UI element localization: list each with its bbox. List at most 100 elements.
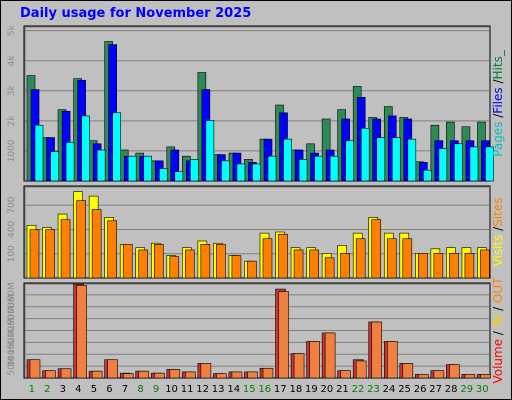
bar-sites-day-14 [231, 255, 242, 279]
bar-sites-day-28 [449, 253, 459, 279]
bar-out-day-13 [216, 373, 227, 379]
bar-pages-day-2 [50, 151, 59, 182]
bar-pages-day-4 [81, 115, 90, 182]
bar-out-day-14 [231, 371, 243, 379]
y-tick-label: 100 [7, 245, 17, 262]
bar-out-day-18 [293, 353, 305, 379]
bar-sites-day-1 [29, 229, 40, 279]
bar-sites-day-5 [91, 209, 102, 279]
x-tick-day-16: 16 [258, 384, 271, 395]
bar-out-day-23 [371, 321, 383, 379]
x-tick-day-18: 18 [289, 384, 302, 395]
bar-sites-day-16 [262, 238, 273, 279]
bar-pages-day-13 [221, 160, 230, 182]
x-tick-day-5: 5 [91, 384, 97, 395]
y-tick-label: 400 [7, 221, 17, 238]
bar-pages-day-12 [205, 120, 215, 182]
x-tick-day-25: 25 [398, 384, 411, 395]
bar-sites-day-12 [200, 244, 211, 279]
legend-part: Pages [491, 122, 505, 157]
bar-sites-day-27 [433, 253, 444, 279]
x-tick-day-30: 30 [476, 384, 489, 395]
bar-pages-day-19 [314, 155, 323, 182]
x-tick-day-28: 28 [445, 384, 458, 395]
bar-pages-day-10 [174, 171, 184, 182]
bar-sites-day-7 [122, 244, 133, 279]
bar-sites-day-8 [138, 249, 149, 279]
bar-sites-day-23 [371, 219, 382, 279]
bar-sites-day-3 [60, 219, 71, 279]
legend-part: _ [491, 49, 505, 57]
bar-out-day-22 [355, 360, 367, 379]
bar-sites-day-18 [293, 249, 304, 279]
bar-pages-day-26 [423, 169, 432, 182]
x-tick-day-12: 12 [196, 384, 209, 395]
legend-part: Volume [491, 339, 505, 384]
bar-out-day-12 [200, 363, 212, 379]
y-tick-label: 50M [7, 357, 17, 376]
bar-pages-day-1 [34, 124, 44, 182]
bar-sites-day-29 [464, 253, 475, 279]
bar-out-day-20 [324, 332, 336, 379]
legend-part: / [491, 113, 505, 122]
x-tick-day-15: 15 [243, 384, 256, 395]
x-tick-day-17: 17 [274, 384, 287, 395]
bar-pages-day-21 [345, 140, 354, 182]
y-tick-label: 250M [7, 306, 17, 331]
y-tick-label: 5k [7, 24, 17, 36]
legend-part: / [491, 79, 505, 88]
y-tick-label: 100M [7, 342, 17, 367]
bar-pages-day-11 [190, 159, 199, 182]
bar-out-day-21 [340, 370, 351, 379]
x-tick-day-9: 9 [153, 384, 159, 395]
y-tick-label: 300M [7, 294, 17, 319]
bar-pages-day-29 [469, 146, 479, 182]
y-tick-label: 200M [7, 318, 17, 343]
bar-out-day-16 [262, 367, 274, 379]
bar-sites-day-20 [324, 257, 335, 279]
bar-out-day-29 [464, 374, 476, 379]
bar-out-day-10 [169, 369, 181, 379]
bar-pages-day-9 [158, 168, 168, 182]
bar-out-day-28 [449, 364, 460, 379]
bar-out-day-17 [278, 291, 289, 379]
x-tick-day-1: 1 [29, 384, 35, 395]
x-tick-day-29: 29 [460, 384, 473, 395]
bar-out-day-11 [185, 371, 196, 379]
legend-part: Visits [491, 235, 505, 267]
legend-part: Sites [491, 198, 505, 227]
bar-pages-day-6 [112, 112, 121, 182]
bar-pages-day-14 [236, 163, 246, 182]
bar-out-day-6 [107, 359, 118, 379]
bar-sites-day-9 [153, 244, 164, 279]
y-tick-label: 4k [7, 54, 17, 66]
x-tick-day-23: 23 [367, 384, 380, 395]
bar-sites-day-19 [309, 249, 319, 279]
x-tick-day-11: 11 [181, 384, 194, 395]
bar-out-day-24 [386, 341, 398, 379]
bar-out-day-26 [418, 374, 429, 379]
bar-out-day-30 [480, 374, 491, 379]
bar-sites-day-13 [216, 244, 226, 279]
panel-middle [23, 185, 491, 279]
bar-out-day-25 [402, 363, 414, 379]
x-tick-day-27: 27 [429, 384, 442, 395]
bar-out-day-9 [153, 372, 165, 379]
x-tick-day-19: 19 [305, 384, 318, 395]
bar-sites-day-24 [386, 238, 397, 279]
bar-out-day-7 [122, 373, 134, 379]
x-tick-day-14: 14 [227, 384, 240, 395]
legend-part: / [491, 327, 505, 339]
bar-out-day-4 [76, 285, 87, 379]
bar-pages-day-3 [65, 141, 75, 182]
bar-pages-day-8 [143, 155, 153, 182]
x-tick-day-3: 3 [60, 384, 66, 395]
x-tick-day-22: 22 [352, 384, 365, 395]
bar-out-day-1 [29, 359, 41, 379]
y-tick-label: 1000 [7, 139, 17, 162]
x-tick-day-8: 8 [137, 384, 143, 395]
bar-pages-day-16 [267, 155, 277, 182]
x-tick-day-6: 6 [106, 384, 112, 395]
legend-part: / [491, 303, 505, 315]
bar-sites-day-25 [402, 238, 413, 279]
